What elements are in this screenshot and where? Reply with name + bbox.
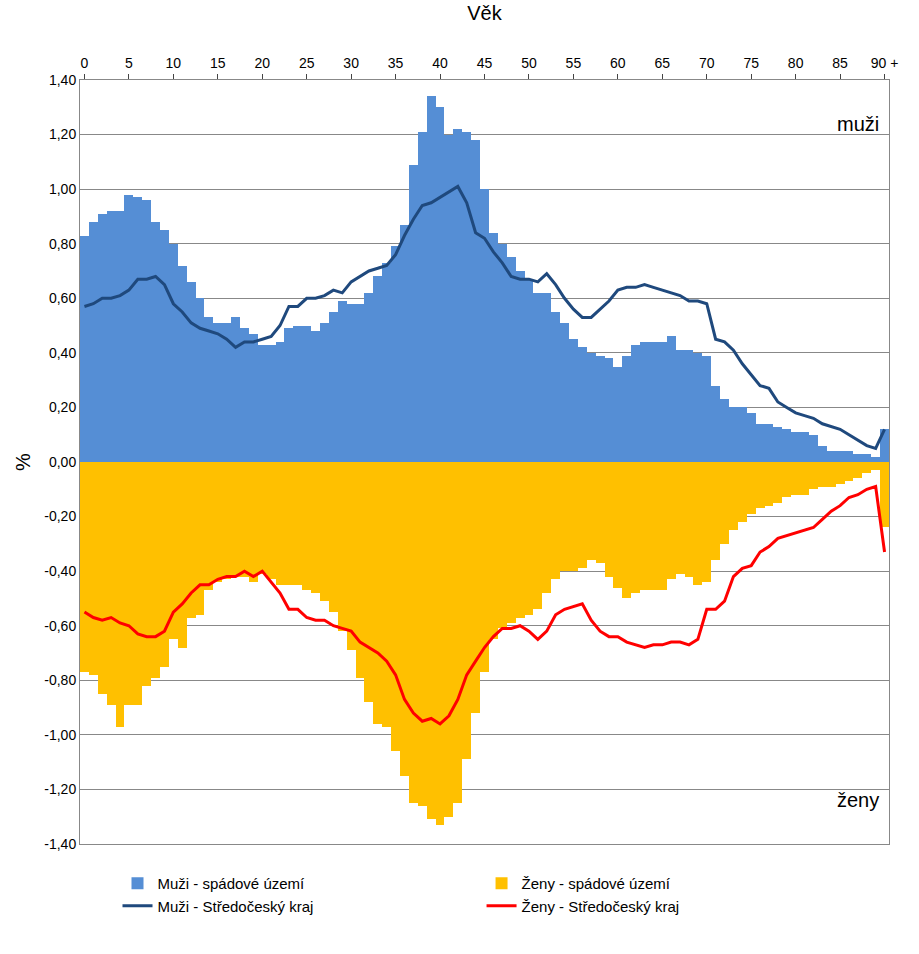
- svg-text:0,00: 0,00: [49, 454, 76, 470]
- svg-text:10: 10: [166, 55, 182, 71]
- svg-text:Ženy - spádové území: Ženy - spádové území: [522, 875, 671, 892]
- svg-text:0,60: 0,60: [49, 290, 76, 306]
- svg-text:1,00: 1,00: [49, 181, 76, 197]
- svg-text:85: 85: [832, 55, 848, 71]
- svg-text:-0,60: -0,60: [44, 618, 76, 634]
- svg-text:25: 25: [299, 55, 315, 71]
- svg-text:60: 60: [610, 55, 626, 71]
- svg-text:-1,00: -1,00: [44, 727, 76, 743]
- svg-text:5: 5: [125, 55, 133, 71]
- svg-text:0,40: 0,40: [49, 345, 76, 361]
- svg-text:50: 50: [521, 55, 537, 71]
- svg-text:1,40: 1,40: [49, 72, 76, 88]
- svg-text:0,80: 0,80: [49, 236, 76, 252]
- svg-text:45: 45: [477, 55, 493, 71]
- svg-text:Věk: Věk: [467, 2, 502, 24]
- svg-text:20: 20: [254, 55, 270, 71]
- svg-text:Ženy - Středočeský kraj: Ženy - Středočeský kraj: [522, 898, 680, 915]
- svg-text:75: 75: [743, 55, 759, 71]
- svg-text:80: 80: [788, 55, 804, 71]
- svg-text:Muži - spádové území: Muži - spádové území: [158, 875, 306, 892]
- svg-text:65: 65: [655, 55, 671, 71]
- svg-text:30: 30: [343, 55, 359, 71]
- svg-text:35: 35: [388, 55, 404, 71]
- svg-text:90 +: 90 +: [871, 55, 899, 71]
- svg-text:-0,80: -0,80: [44, 672, 76, 688]
- svg-text:-0,40: -0,40: [44, 563, 76, 579]
- svg-text:muži: muži: [837, 113, 879, 135]
- svg-text:40: 40: [432, 55, 448, 71]
- svg-text:%: %: [12, 453, 34, 471]
- svg-text:1,20: 1,20: [49, 126, 76, 142]
- svg-text:-1,40: -1,40: [44, 836, 76, 852]
- svg-text:ženy: ženy: [837, 789, 879, 811]
- svg-text:-0,20: -0,20: [44, 508, 76, 524]
- svg-text:0: 0: [81, 55, 89, 71]
- svg-text:Muži - Středočeský kraj: Muži - Středočeský kraj: [158, 898, 314, 915]
- svg-text:0,20: 0,20: [49, 399, 76, 415]
- svg-text:15: 15: [210, 55, 226, 71]
- svg-text:70: 70: [699, 55, 715, 71]
- svg-text:-1,20: -1,20: [44, 781, 76, 797]
- svg-text:55: 55: [566, 55, 582, 71]
